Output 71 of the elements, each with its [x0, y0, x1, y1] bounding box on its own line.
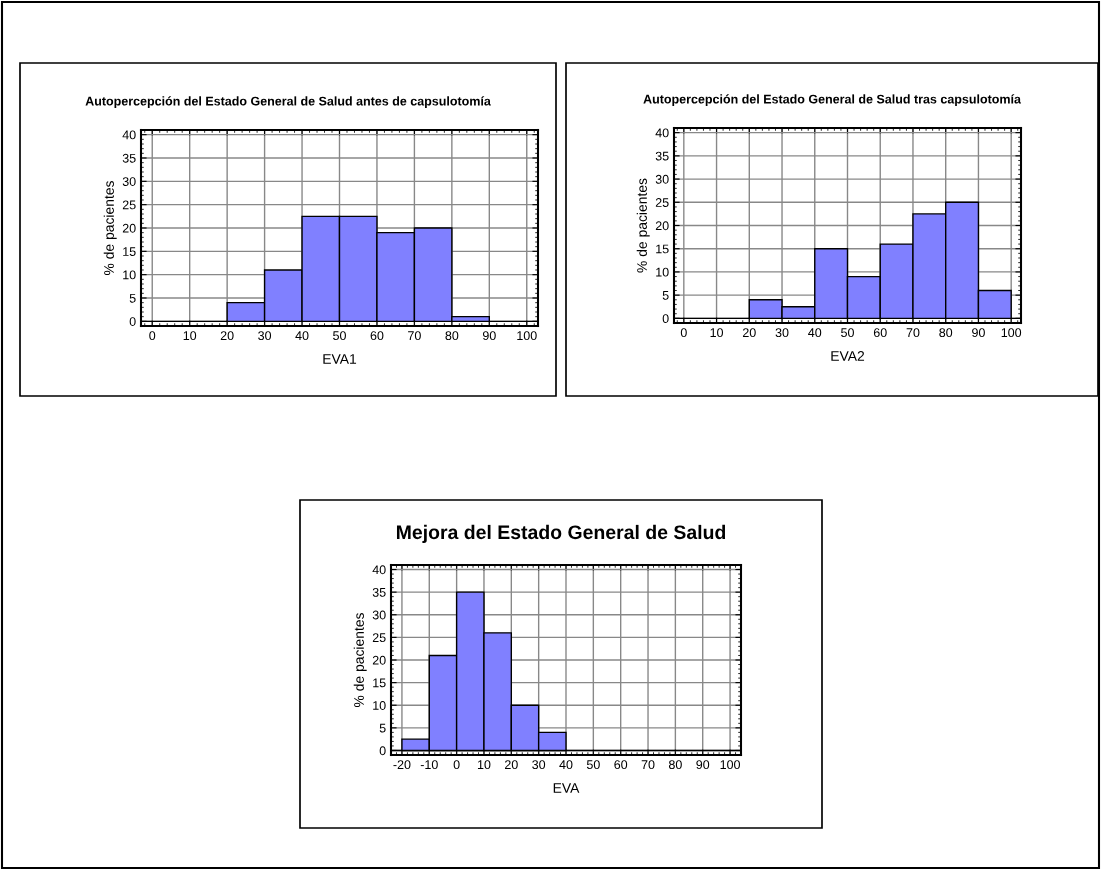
x-tick-label: 20: [742, 328, 756, 338]
x-tick-label: 60: [873, 328, 887, 338]
y-tick-label: 20: [122, 223, 136, 233]
chart-title: Autopercepción del Estado General de Salud antes de capsulotomía: [85, 96, 491, 108]
y-tick-label: 30: [655, 174, 669, 184]
y-tick-label: 15: [373, 678, 386, 688]
y-tick-label: 20: [372, 655, 386, 665]
x-tick-label: 0: [149, 331, 156, 341]
x-tick-label: 80: [939, 328, 953, 338]
y-tick-label: 40: [122, 130, 136, 140]
y-tick-label: 35: [372, 587, 386, 597]
x-tick-label: -10: [420, 760, 438, 770]
x-tick-label: 10: [183, 331, 197, 341]
y-tick-label: 0: [662, 314, 669, 324]
y-tick-label: 35: [655, 151, 669, 161]
y-tick-label: 5: [129, 293, 136, 303]
x-tick-label: 30: [258, 331, 272, 341]
x-axis-title: EVA2: [831, 350, 865, 361]
x-tick-label: 0: [453, 760, 460, 770]
x-axis-title: EVA1: [323, 354, 357, 364]
x-tick-label: 50: [586, 760, 600, 770]
x-tick-label: 20: [504, 760, 518, 770]
y-axis-title: % de pacientes: [103, 181, 117, 275]
y-tick-label: 5: [662, 291, 669, 300]
x-tick-label: 20: [220, 331, 234, 341]
x-tick-label: 0: [680, 328, 687, 338]
x-tick-label: 60: [614, 760, 628, 770]
y-tick-label: 40: [372, 565, 386, 575]
x-tick-label: 60: [370, 331, 384, 341]
x-tick-label: 100: [1001, 328, 1022, 338]
x-tick-label: 50: [841, 328, 854, 338]
x-tick-label: 70: [641, 760, 655, 770]
x-tick-label: 100: [517, 331, 537, 341]
x-tick-label: 90: [972, 328, 985, 338]
y-tick-label: 10: [123, 270, 136, 280]
x-tick-label: 90: [696, 760, 710, 770]
y-tick-label: 0: [129, 317, 136, 326]
chart-title: Autopercepción del Estado General de Salud tras capsulotomía: [643, 94, 1022, 106]
y-tick-label: 25: [122, 200, 136, 210]
y-tick-label: 30: [372, 610, 386, 620]
y-tick-label: 15: [123, 247, 136, 256]
x-tick-label: 80: [445, 331, 459, 341]
y-axis-title: % de pacientes: [636, 178, 650, 273]
x-axis-title: EVA: [553, 783, 580, 793]
x-tick-label: 10: [710, 328, 724, 338]
x-tick-label: 100: [720, 760, 740, 770]
y-tick-label: 35: [122, 153, 136, 163]
y-tick-label: 25: [655, 198, 669, 207]
x-tick-label: 10: [477, 760, 491, 770]
x-tick-label: 90: [482, 331, 496, 341]
y-tick-label: 10: [656, 267, 669, 277]
x-tick-label: 30: [532, 760, 546, 770]
y-tick-label: 40: [655, 128, 669, 138]
y-axis-title: % de pacientes: [353, 613, 367, 707]
x-tick-label: 80: [668, 760, 682, 770]
x-tick-label: 70: [906, 328, 920, 338]
x-tick-label: 40: [808, 328, 822, 338]
y-tick-label: 10: [373, 701, 386, 710]
y-tick-label: 0: [379, 746, 386, 756]
y-tick-label: 15: [656, 244, 669, 254]
y-tick-label: 30: [122, 177, 136, 186]
x-tick-label: 40: [559, 760, 573, 770]
x-tick-label: 40: [295, 331, 309, 341]
chart-title: Mejora del Estado General de Salud: [396, 524, 726, 543]
x-tick-label: 70: [408, 331, 421, 341]
y-tick-label: 20: [655, 221, 669, 231]
y-tick-label: 5: [379, 723, 386, 733]
x-tick-label: 50: [333, 331, 346, 341]
x-tick-label: 30: [775, 328, 789, 338]
x-tick-label: -20: [393, 760, 411, 770]
y-tick-label: 25: [372, 633, 386, 643]
